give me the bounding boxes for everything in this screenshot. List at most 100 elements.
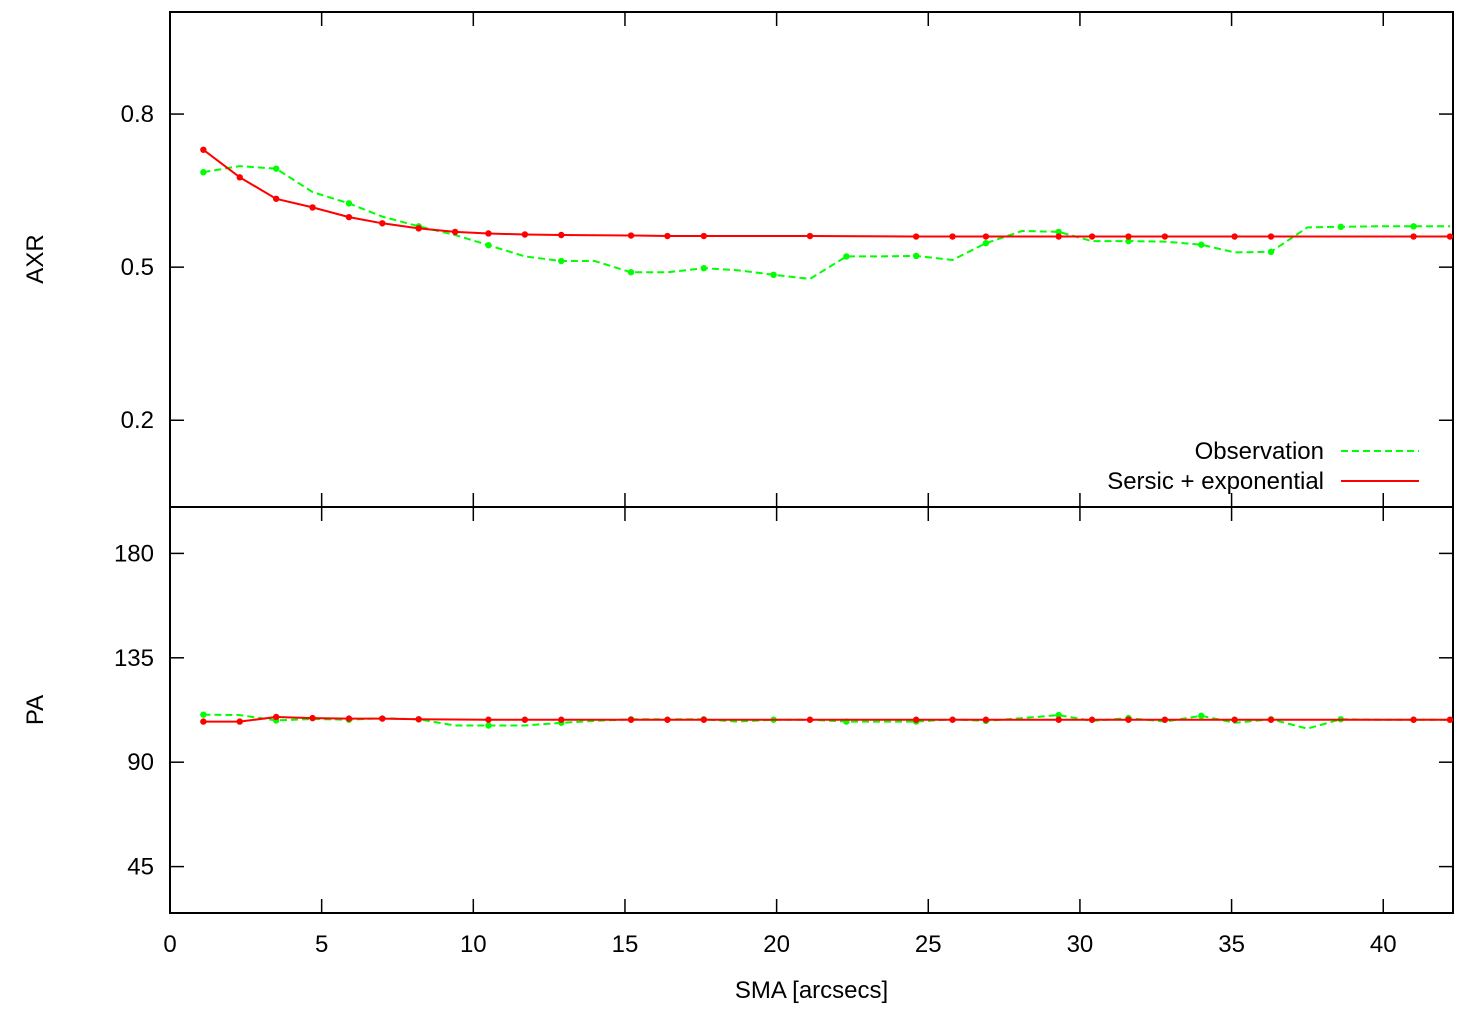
data-point <box>627 269 635 276</box>
data-point <box>949 716 956 723</box>
data-point <box>1410 223 1417 230</box>
y-axis-title: PA <box>22 695 49 725</box>
x-tick-label: 30 <box>1067 931 1094 958</box>
data-point <box>627 232 635 239</box>
data-point <box>1446 233 1453 240</box>
data-point <box>236 174 243 181</box>
data-point <box>521 231 529 238</box>
data-point <box>1231 716 1238 723</box>
x-tick-label: 25 <box>915 931 942 958</box>
data-point <box>558 231 565 239</box>
data-point <box>558 257 565 265</box>
data-point <box>1198 241 1205 248</box>
panel-axr: 0.2 0.5 0.8 AXR Observation Sersic + exponent… <box>22 11 1454 508</box>
data-point <box>806 232 814 240</box>
data-point <box>664 716 671 723</box>
data-point <box>912 716 920 723</box>
series-line <box>202 149 1450 238</box>
data-point <box>200 711 207 718</box>
data-point <box>200 169 207 176</box>
data-point <box>700 716 708 723</box>
data-point <box>485 716 492 723</box>
x-tick-label: 40 <box>1370 931 1397 958</box>
x-tick-label: 20 <box>763 931 790 958</box>
plot-frame <box>169 11 1454 508</box>
legend-label: Sersic + exponential <box>1107 468 1324 495</box>
x-tick-label: 10 <box>460 931 487 958</box>
y-tick-label: 0.5 <box>121 254 154 281</box>
data-point <box>982 716 990 723</box>
series-observation <box>200 165 1450 280</box>
data-point <box>415 716 422 723</box>
data-point <box>485 230 492 237</box>
data-point <box>309 714 316 722</box>
data-point <box>272 195 280 202</box>
data-point <box>200 146 207 153</box>
data-point <box>1088 716 1096 723</box>
data-point <box>1161 233 1169 240</box>
data-point <box>1125 233 1132 240</box>
data-point <box>1055 228 1062 236</box>
data-point <box>1231 233 1238 240</box>
y-tick-label: 135 <box>114 645 154 672</box>
data-point <box>1446 716 1453 723</box>
data-point <box>1055 233 1062 240</box>
data-point <box>1125 716 1132 723</box>
legend: Observation Sersic + exponential <box>1107 438 1419 495</box>
data-point <box>345 200 353 207</box>
data-point <box>770 271 777 279</box>
data-point <box>1267 248 1275 256</box>
data-point <box>949 233 956 240</box>
data-point <box>912 233 920 240</box>
data-point <box>415 225 422 232</box>
panel-pa: 45 90 135 180 0 5 10 15 20 25 30 35 40 PA SMA [arcsecs… <box>22 506 1454 1004</box>
data-point <box>1410 716 1417 723</box>
series-model <box>200 146 1453 240</box>
plot-frame <box>169 506 1454 914</box>
data-point <box>1198 712 1205 719</box>
data-point <box>558 716 565 723</box>
data-point <box>451 228 459 236</box>
y-tick-label: 0.8 <box>121 101 154 128</box>
data-point <box>345 715 353 722</box>
data-point <box>485 722 492 729</box>
data-point <box>982 239 990 247</box>
series-model <box>200 713 1453 725</box>
data-point <box>272 713 280 721</box>
series-line <box>203 165 1450 280</box>
y-tick-label: 0.2 <box>121 407 154 434</box>
data-point <box>1410 233 1417 240</box>
data-point <box>700 264 708 272</box>
x-tick-label: 15 <box>612 931 639 958</box>
data-point <box>982 233 990 240</box>
data-point <box>627 716 635 723</box>
data-point <box>1055 711 1062 719</box>
data-point <box>1055 716 1062 723</box>
y-tick-label: 180 <box>114 540 154 567</box>
data-point <box>806 716 814 723</box>
data-point <box>1088 233 1096 240</box>
data-point <box>1161 716 1169 723</box>
data-point <box>379 220 386 227</box>
data-point <box>1125 237 1132 245</box>
x-axis-title: SMA [arcsecs] <box>735 977 888 1004</box>
data-point <box>843 253 850 260</box>
data-point <box>1267 233 1275 240</box>
data-point <box>345 213 353 221</box>
data-point <box>379 715 386 722</box>
series-line <box>203 713 1450 730</box>
y-axis-title: AXR <box>22 234 49 283</box>
data-point <box>1267 716 1275 723</box>
data-point <box>1337 223 1344 231</box>
data-point <box>309 204 316 211</box>
y-tick-label: 90 <box>127 749 154 776</box>
data-point <box>236 718 243 725</box>
x-tick-label: 0 <box>163 931 176 958</box>
data-point <box>200 718 207 725</box>
data-point <box>521 716 529 723</box>
legend-label: Observation <box>1195 438 1324 465</box>
x-tick-label: 5 <box>315 931 328 958</box>
data-point <box>272 165 280 172</box>
y-tick-label: 45 <box>127 854 154 881</box>
